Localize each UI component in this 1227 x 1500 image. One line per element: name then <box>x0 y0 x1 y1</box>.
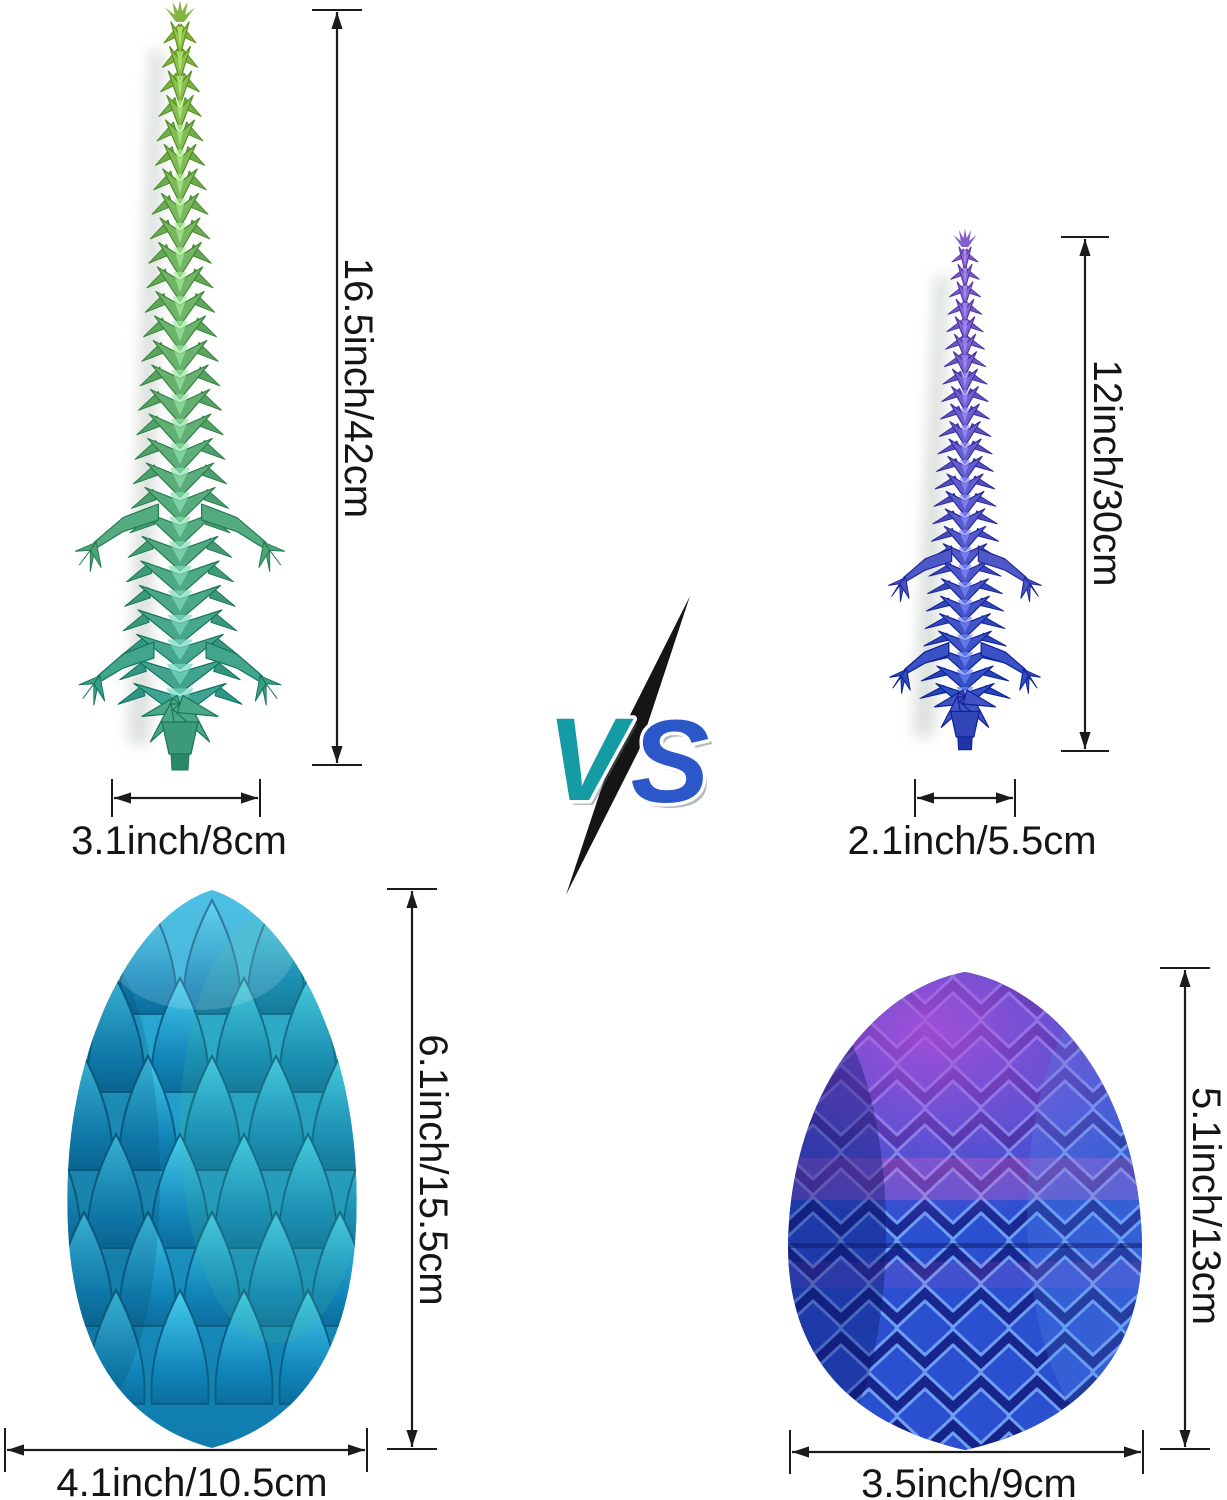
large-egg-figure <box>67 890 357 1448</box>
small-dragon-height-label: 12inch/30cm <box>1085 359 1129 587</box>
small-egg-height-label: 5.1inch/13cm <box>1184 1087 1227 1325</box>
small-egg-figure <box>788 972 1142 1450</box>
large-dragon-width-label: 3.1inch/8cm <box>71 819 287 863</box>
small-egg-width-label: 3.5inch/9cm <box>861 1462 1077 1500</box>
small-dragon-width-label: 2.1inch/5.5cm <box>847 819 1097 863</box>
large-dragon-figure <box>74 0 286 771</box>
large-egg-height-label: 6.1inch/15.5cm <box>411 1034 455 1306</box>
small-dragon-figure <box>888 228 1042 751</box>
vs-letter-v: V <box>547 694 634 826</box>
vs-letter-v-shadow: V <box>551 699 638 831</box>
large-egg-width-label: 4.1inch/10.5cm <box>56 1461 328 1500</box>
large-dragon-height-label: 16.5inch/42cm <box>336 257 380 519</box>
vs-slash-icon <box>566 596 690 895</box>
vs-logo: V S V S <box>543 596 714 895</box>
vs-letter-s: S <box>631 696 710 828</box>
vs-letter-s-shadow: S <box>635 701 714 833</box>
